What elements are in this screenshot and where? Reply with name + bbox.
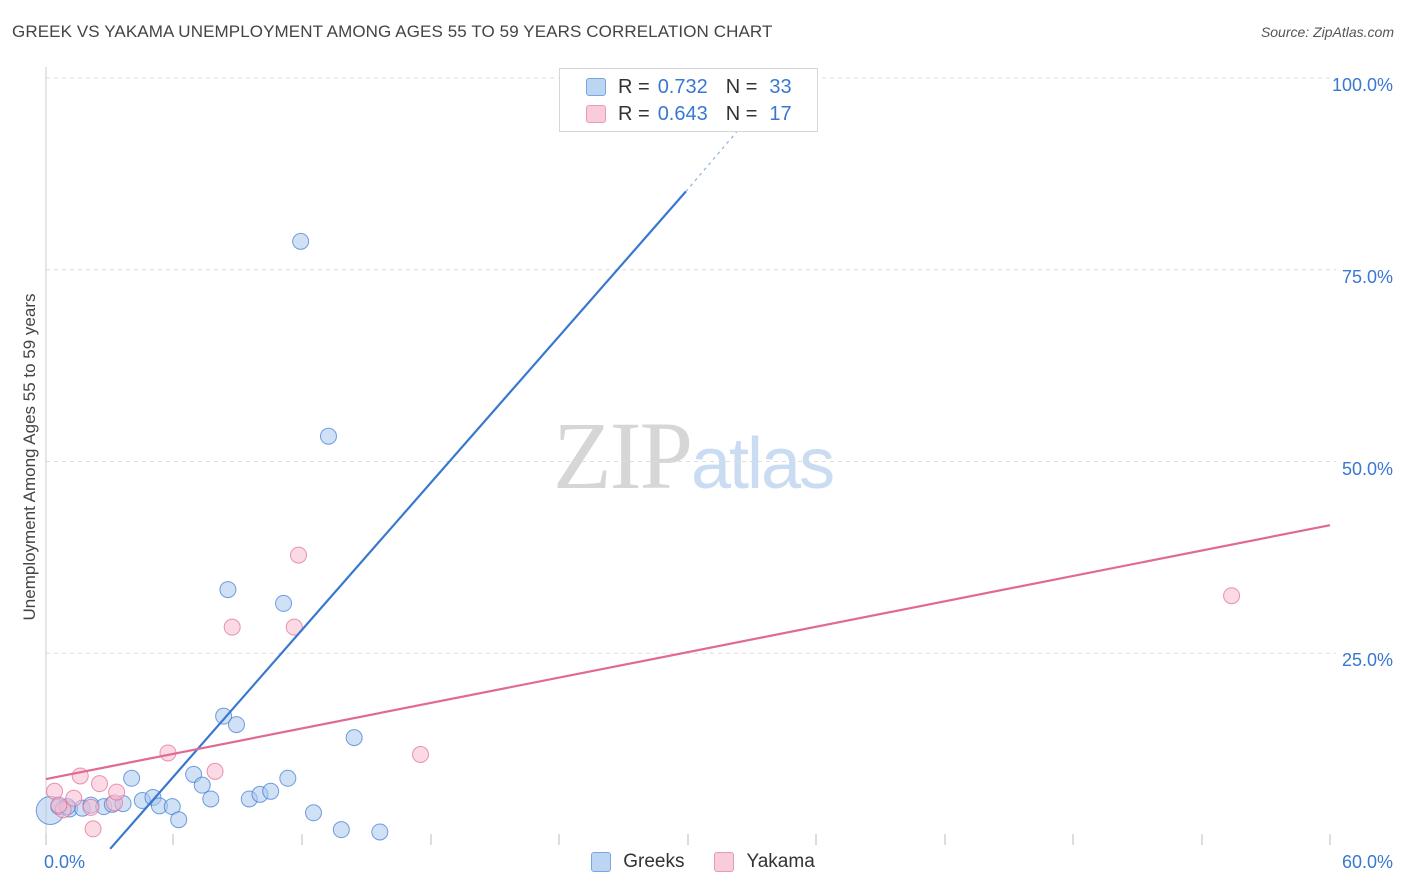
greeks-n-value: 33 [769,75,792,98]
yakama-point [50,796,68,814]
gridlines [46,77,1336,654]
greeks-point [345,729,363,747]
greeks-point [275,594,293,612]
greeks-point [193,776,211,794]
yakama-legend-swatch [714,852,735,872]
y-tick-label: 100.0% [1331,75,1393,95]
r-label: R = [618,75,650,98]
greeks-point [170,811,188,829]
greeks-point [371,823,389,841]
y-tick-label: 75.0% [1341,266,1393,287]
greeks-trend-line [109,190,687,850]
greeks-point [292,232,310,250]
greeks-point [305,804,322,822]
yakama-point [84,820,102,838]
n-label: N = [725,102,758,125]
greeks-r-value: 0.732 [657,75,708,98]
yakama-point [91,775,108,793]
yakama-point [206,762,224,780]
yakama-point [412,745,429,763]
greeks-swatch [586,78,606,96]
yakama-point [65,789,83,807]
watermark-atlas: atlas [691,424,835,504]
source-credit: Source: ZipAtlas.com [1260,24,1394,40]
yakama-point [285,618,303,636]
legend-item-yakama[interactable]: Yakama [714,851,815,873]
r-label: R = [618,102,650,125]
x-tick-min: 0.0% [44,852,86,872]
legend-row-greeks: R = 0.732 N = 33 [586,74,792,100]
y-tick-label: 50.0% [1341,458,1393,479]
greeks-point [319,427,337,445]
y-tick-label: 25.0% [1341,650,1393,671]
yakama-point [290,546,308,564]
greeks-point [123,769,141,787]
greeks-point [279,769,297,787]
data-points [35,73,1241,841]
legend-item-greeks[interactable]: Greeks [591,851,684,873]
yakama-point [108,783,126,801]
greeks-point [227,716,245,734]
series-legend: Greeks Yakama [0,851,1406,873]
yakama-r-value: 0.643 [657,102,708,125]
legend-row-yakama: R = 0.643 N = 17 [586,101,792,127]
chart-title: GREEK VS YAKAMA UNEMPLOYMENT AMONG AGES … [12,22,773,41]
greeks-point [202,790,220,808]
greeks-point [332,821,350,839]
greeks-point [219,581,237,599]
yakama-n-value: 17 [769,102,792,125]
yakama-point [82,798,100,816]
trend-lines [45,100,1331,850]
n-label: N = [725,75,758,98]
greeks-point [215,707,233,725]
stats-legend: R = 0.732 N = 33 R = 0.643 N = 17 [559,68,818,132]
greeks-point [262,782,280,800]
watermark-zip: ZIP [553,402,693,509]
x-tick-max: 60.0% [1341,852,1393,872]
yakama-legend-label: Yakama [746,851,815,872]
watermark: ZIPatlas [553,400,835,511]
yakama-point [1223,587,1241,605]
greeks-legend-swatch [591,852,612,872]
axes [45,67,1331,845]
yakama-point [223,618,241,636]
y-axis-label: Unemployment Among Ages 55 to 59 years [20,293,39,621]
yakama-swatch [586,105,606,123]
greeks-legend-label: Greeks [623,851,685,872]
yakama-trend-line [45,524,1331,781]
